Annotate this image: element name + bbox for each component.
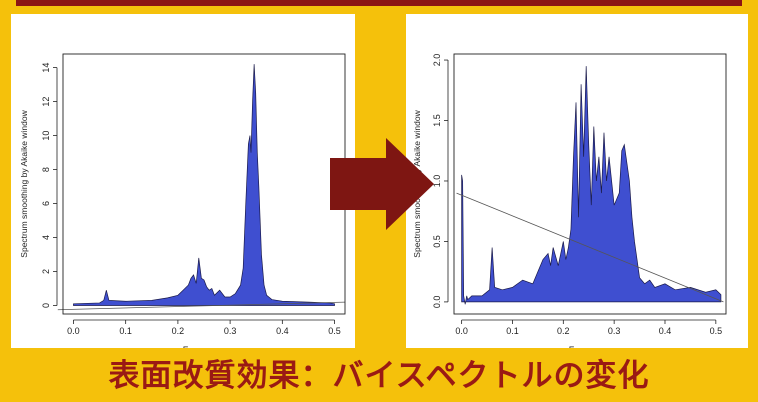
x-tick-label: 0.2: [172, 326, 185, 336]
x-axis-label: Frequency: [569, 345, 612, 348]
y-tick-label: 2.0: [432, 54, 442, 67]
right-arrow-icon: [330, 138, 434, 230]
y-tick-label: 2: [41, 269, 51, 274]
y-tick-label: 0.0: [432, 296, 442, 309]
reference-line: [57, 301, 346, 311]
y-tick-label: 10: [41, 131, 51, 141]
x-tick-label: 0.4: [659, 326, 672, 336]
x-tick-label: 0.5: [328, 326, 341, 336]
x-tick-label: 0.1: [119, 326, 132, 336]
x-tick-label: 0.3: [224, 326, 237, 336]
y-tick-label: 4: [41, 235, 51, 240]
caption-title: 表面改質効果：バイスペクトルの変化: [108, 358, 650, 394]
y-tick-label: 1.0: [432, 175, 442, 188]
y-tick-label: 6: [41, 201, 51, 206]
left-spectrum-panel: 0.0 0.1 0.2 0.3 0.4 0.5 0 2 4 6 8 10 12 14 Frequency Sp…: [11, 14, 355, 348]
x-tick-label: 0.0: [67, 326, 80, 336]
spectrum-area: [73, 64, 335, 306]
reference-line: [456, 192, 724, 303]
x-tick-label: 0.0: [455, 326, 468, 336]
x-tick-label: 0.3: [608, 326, 621, 336]
y-tick-label: 14: [41, 63, 51, 73]
x-tick-label: 0.1: [506, 326, 519, 336]
x-tick-label: 0.5: [710, 326, 723, 336]
plot-frame: [62, 53, 346, 315]
x-tick-label: 0.2: [557, 326, 570, 336]
right-spectrum-chart: 0.0 0.1 0.2 0.3 0.4 0.5 0.0 0.5 1.0 1.5 2.0 Frequen…: [412, 53, 727, 348]
y-tick-label: 1.5: [432, 114, 442, 127]
y-tick-label: 12: [41, 97, 51, 107]
left-spectrum-chart: 0.0 0.1 0.2 0.3 0.4 0.5 0 2 4 6 8 10 12 14 Frequency Sp…: [19, 53, 346, 348]
spectrum-area: [461, 66, 722, 305]
y-axis-label: Spectrum smoothing by Akaike window: [19, 109, 29, 257]
y-tick-label: 8: [41, 167, 51, 172]
top-bar: [16, 0, 742, 6]
x-axis-label: Frequency: [183, 345, 226, 348]
x-tick-label: 0.4: [276, 326, 289, 336]
plot-frame: [453, 53, 727, 315]
y-tick-label: 0.5: [432, 235, 442, 248]
right-spectrum-panel: 0.0 0.1 0.2 0.3 0.4 0.5 0.0 0.5 1.0 1.5 2.0 Frequen…: [406, 14, 748, 348]
y-tick-label: 0: [41, 303, 51, 308]
